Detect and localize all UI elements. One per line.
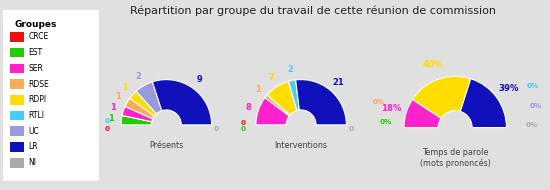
Wedge shape	[265, 95, 290, 116]
Text: LR: LR	[29, 142, 38, 151]
Bar	[10, 63, 24, 73]
Text: RDPI: RDPI	[29, 95, 47, 104]
Wedge shape	[121, 116, 152, 125]
Bar	[10, 48, 24, 57]
Text: 0: 0	[213, 126, 219, 132]
Text: 1: 1	[115, 92, 121, 101]
Wedge shape	[130, 91, 156, 116]
Text: 0: 0	[348, 126, 354, 132]
Text: 0%: 0%	[530, 103, 542, 109]
Text: SER: SER	[29, 64, 43, 73]
Wedge shape	[404, 99, 441, 127]
Text: NI: NI	[29, 158, 37, 167]
Text: 0: 0	[104, 118, 109, 124]
Text: Temps de parole
(mots prononcés): Temps de parole (mots prononcés)	[420, 148, 491, 168]
Text: 0: 0	[105, 126, 110, 132]
Bar	[10, 32, 24, 42]
Text: Présents: Présents	[149, 141, 184, 150]
Text: 0: 0	[241, 120, 246, 126]
Wedge shape	[296, 80, 346, 125]
Text: 0%: 0%	[526, 122, 538, 128]
Wedge shape	[152, 80, 212, 125]
Wedge shape	[136, 82, 162, 114]
Text: 9: 9	[196, 75, 202, 84]
Text: RTLI: RTLI	[29, 111, 45, 120]
Text: EST: EST	[29, 48, 43, 57]
Wedge shape	[256, 98, 289, 125]
Bar	[10, 158, 24, 168]
Bar	[10, 95, 24, 105]
Bar	[10, 111, 24, 120]
Text: 39%: 39%	[499, 84, 519, 93]
Text: UC: UC	[29, 127, 40, 136]
Text: 2: 2	[287, 65, 293, 74]
Wedge shape	[289, 80, 299, 111]
Text: 0%: 0%	[527, 82, 539, 89]
FancyBboxPatch shape	[1, 4, 101, 186]
Bar	[10, 142, 24, 152]
Text: CRCE: CRCE	[29, 32, 49, 41]
Text: Groupes: Groupes	[14, 20, 57, 29]
Text: 1: 1	[122, 83, 128, 92]
Text: 18%: 18%	[381, 104, 402, 113]
Text: 21: 21	[332, 78, 344, 87]
Text: 2: 2	[135, 72, 141, 81]
Bar	[10, 79, 24, 89]
Wedge shape	[267, 81, 297, 115]
Text: 1: 1	[110, 103, 116, 112]
Text: 7: 7	[268, 73, 274, 82]
Text: 8: 8	[245, 103, 251, 112]
Text: 0%: 0%	[380, 120, 392, 125]
Wedge shape	[122, 106, 153, 122]
Text: Répartition par groupe du travail de cette réunion de commission: Répartition par groupe du travail de cet…	[130, 6, 497, 16]
Wedge shape	[460, 79, 507, 127]
Text: 0: 0	[241, 126, 246, 132]
Bar	[10, 127, 24, 136]
Text: RDSE: RDSE	[29, 80, 50, 89]
Wedge shape	[125, 98, 155, 119]
Text: Interventions: Interventions	[274, 141, 328, 150]
Text: 1: 1	[108, 115, 113, 124]
Wedge shape	[412, 76, 471, 118]
Text: 40%: 40%	[423, 60, 443, 69]
Text: 1: 1	[255, 85, 261, 94]
Text: 0%: 0%	[372, 99, 384, 105]
